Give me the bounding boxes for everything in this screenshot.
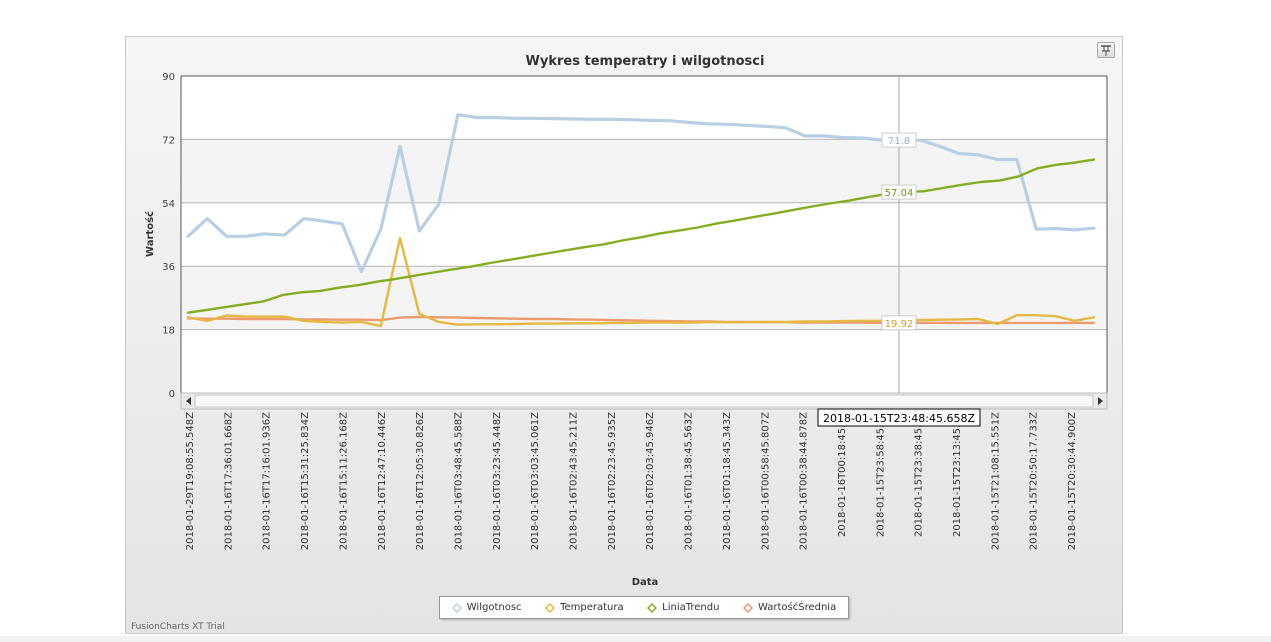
x-tick-label: 2018-01-16T15:31:25.834Z — [300, 412, 311, 550]
value-label: 19.92 — [885, 319, 914, 330]
legend-label: Temperatura — [560, 602, 624, 613]
x-axis-title: Data — [632, 577, 659, 588]
legend-label: LiniaTrendu — [662, 602, 720, 613]
x-tick-label: 2018-01-16T17:16:01.936Z — [262, 412, 273, 550]
legend-item-temperatura[interactable]: Temperatura — [545, 602, 624, 613]
x-tick-label: 2018-01-15T23:13:45.67 — [952, 412, 963, 537]
legend-diamond-icon — [451, 602, 462, 613]
y-tick-label: 18 — [162, 326, 175, 337]
legend-item-liniatrendu[interactable]: LiniaTrendu — [647, 602, 719, 613]
y-tick-label: 54 — [162, 199, 175, 210]
legend-item-wartośćśrednia[interactable]: WartośćŚrednia — [743, 602, 836, 613]
x-tick-label: 2018-01-16T01:18:45.343Z — [722, 412, 733, 550]
scroll-left-arrow-icon[interactable] — [186, 397, 191, 405]
pin-icon — [1101, 45, 1111, 56]
x-tick-label: 2018-01-16T12:05:30.826Z — [415, 412, 426, 550]
x-tick-label: 2018-01-15T23:58:45.63 — [875, 412, 886, 537]
x-tick-label: 2018-01-16T00:58:45.807Z — [760, 412, 771, 550]
legend-label: WartośćŚrednia — [758, 602, 837, 613]
chart-legend: Wilgotnosc Temperatura LiniaTrendu WartośćŚ… — [439, 596, 849, 619]
plot-band — [181, 139, 1107, 203]
x-tick-label: 2018-01-16T00:38:44.878Z — [799, 412, 810, 550]
x-axis-ticks: 2018-01-29T19:08:55.548Z 2018-01-16T17:36… — [185, 412, 1078, 550]
plot-band — [181, 329, 1107, 393]
pin-button[interactable] — [1097, 42, 1115, 58]
x-tick-label: 2018-01-16T17:36:01.668Z — [223, 412, 234, 550]
chart-title: Wykres temperatry i wilgotnosci — [526, 54, 765, 69]
x-tick-label: 2018-01-16T12:47:10.446Z — [377, 412, 388, 550]
value-label: 71.8 — [888, 136, 910, 147]
legend-diamond-icon — [743, 602, 753, 613]
y-tick-label: 36 — [162, 262, 175, 273]
crosshair-tooltip-text: 2018-01-15T23:48:45.658Z — [823, 412, 976, 425]
y-tick-label: 0 — [169, 389, 175, 400]
x-tick-label: 2018-01-15T23:38:45.65 — [914, 412, 925, 537]
y-axis-title: Wartość — [144, 211, 156, 257]
plot-band — [181, 76, 1107, 140]
bottom-strip — [0, 636, 1271, 642]
y-axis-ticks: 0 18 36 54 72 90 — [162, 72, 175, 400]
x-tick-label: 2018-01-16T15:11:26.168Z — [338, 412, 349, 550]
series-line-wilgotnosc — [186, 113, 1096, 274]
horizontal-scrollbar[interactable] — [180, 392, 1108, 410]
legend-diamond-icon — [647, 602, 658, 613]
value-label: 57.04 — [885, 188, 914, 199]
plot-bands — [181, 76, 1107, 393]
scrollbar-thumb[interactable] — [194, 394, 1094, 408]
series-line-liniatrendu — [186, 158, 1096, 314]
series-layer — [186, 113, 1096, 328]
x-tick-label: 2018-01-16T00:18:45.53 — [837, 412, 848, 537]
x-tick-label: 2018-01-16T01:38:45.563Z — [684, 412, 695, 550]
scroll-right-arrow-icon[interactable] — [1098, 397, 1103, 405]
value-label-box — [881, 315, 917, 331]
x-tick-label: 2018-01-15T21:08:15.551Z — [990, 412, 1001, 550]
x-tick-label: 2018-01-29T19:08:55.548Z — [185, 412, 196, 550]
series-line-wartośćśrednia — [186, 315, 1096, 325]
x-tick-label: 2018-01-16T03:48:45.588Z — [453, 412, 464, 550]
legend-item-wilgotnosc[interactable]: Wilgotnosc — [451, 602, 522, 613]
legend-label: Wilgotnosc — [466, 602, 522, 613]
x-tick-label: 2018-01-16T02:03:45.946Z — [645, 412, 656, 550]
x-tick-label: 2018-01-15T20:50:17.733Z — [1029, 412, 1040, 550]
series-line-temperatura — [186, 236, 1096, 328]
crosshair-tooltip: 2018-01-15T23:48:45.658Z — [817, 408, 981, 427]
value-label-box — [881, 132, 917, 148]
x-tick-label: 2018-01-16T03:03:45.061Z — [530, 412, 541, 550]
watermark: FusionCharts XT Trial — [131, 622, 225, 632]
x-tick-label: 2018-01-15T20:30:44.900Z — [1067, 412, 1078, 550]
x-tick-label: 2018-01-16T03:23:45.448Z — [492, 412, 503, 550]
value-label-box — [881, 184, 917, 200]
legend-diamond-icon — [545, 602, 556, 613]
value-labels: 71.8 57.04 19.92 — [881, 132, 917, 331]
y-tick-label: 90 — [162, 72, 175, 83]
y-tick-label: 72 — [162, 135, 175, 146]
x-tick-label: 2018-01-16T02:23:45.935Z — [607, 412, 618, 550]
x-tick-label: 2018-01-16T02:43:45.211Z — [569, 412, 580, 550]
plot-band — [181, 202, 1107, 267]
grid-lines — [181, 138, 1107, 331]
